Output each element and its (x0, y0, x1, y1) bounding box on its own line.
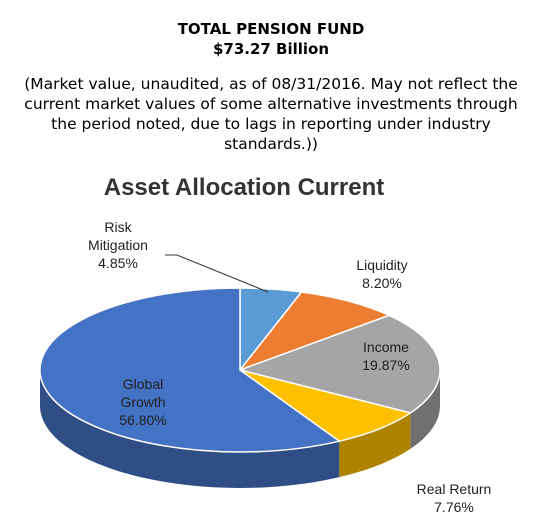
leader-line (165, 254, 269, 293)
pie-slice-3 (239, 369, 412, 442)
pie-side-3 (339, 412, 411, 478)
slice-label-2: Income 19.87% (362, 339, 409, 373)
pie-side-2 (410, 370, 441, 449)
slice-label-3-line-0: Real Return (417, 481, 492, 497)
pie-slice-4 (39, 287, 341, 453)
slice-label-4-line-2: 56.80% (119, 412, 166, 428)
slice-label-2-line-1: 19.87% (362, 357, 409, 373)
market-value-note: (Market value, unaudited, as of 08/31/20… (24, 75, 518, 153)
pie-slice-1 (239, 291, 390, 371)
slice-label-2-line-0: Income (363, 339, 409, 355)
fund-value: $73.27 Billion (212, 40, 330, 58)
slice-label-1-line-0: Liquidity (356, 257, 407, 273)
slice-label-0: Risk Mitigation 4.85% (88, 219, 148, 271)
chart-title: Asset Allocation Current (104, 174, 385, 201)
slice-label-0-line-2: 4.85% (98, 255, 138, 271)
pie-sides (40, 370, 441, 488)
slice-label-3: Real Return 7.76% (417, 481, 492, 515)
pie-side-4 (40, 370, 340, 488)
slice-label-4: Global Growth 56.80% (119, 376, 166, 428)
slice-label-0-line-0: Risk (104, 219, 132, 235)
pie-labels: Risk Mitigation 4.85% Liquidity 8.20% Income 1… (88, 219, 491, 515)
slice-label-0-line-1: Mitigation (88, 237, 148, 253)
pie-slice-2 (239, 314, 441, 414)
slice-label-1: Liquidity 8.20% (356, 257, 407, 291)
pie-top (39, 287, 441, 453)
slice-label-4-line-1: Growth (120, 394, 165, 410)
fund-title: TOTAL PENSION FUND (177, 20, 365, 38)
slice-label-1-line-1: 8.20% (362, 275, 402, 291)
slice-label-4-line-0: Global (123, 376, 163, 392)
slice-label-3-line-1: 7.76% (434, 499, 474, 515)
